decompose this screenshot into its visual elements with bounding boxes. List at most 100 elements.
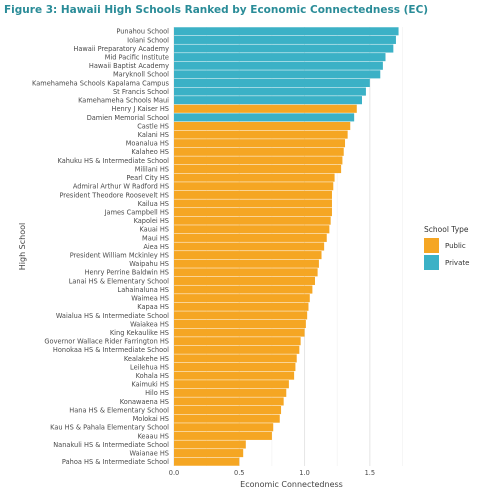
y-tick-label-28: Henry Perrine Baldwin HS bbox=[85, 269, 169, 277]
bar-4 bbox=[174, 61, 383, 70]
y-tick-label-13: Moanalua HS bbox=[126, 140, 169, 148]
y-tick-label-0: Punahou School bbox=[116, 28, 169, 36]
y-tick-label-43: Konawaena HS bbox=[120, 398, 169, 406]
bar-10 bbox=[174, 113, 355, 122]
x-tick-label-0: 0.0 bbox=[169, 469, 180, 477]
bar-40 bbox=[174, 371, 295, 380]
bar-48 bbox=[174, 440, 246, 449]
bar-8 bbox=[174, 96, 362, 105]
bar-33 bbox=[174, 311, 308, 320]
y-tick-label-16: Mililani HS bbox=[135, 165, 169, 173]
bar-11 bbox=[174, 121, 351, 131]
bar-43 bbox=[174, 397, 284, 406]
bar-49 bbox=[174, 449, 244, 458]
bar-44 bbox=[174, 406, 282, 415]
y-tick-label-44: Hana HS & Elementary School bbox=[69, 406, 169, 414]
y-tick-label-35: King Kekaulike HS bbox=[110, 329, 169, 337]
y-tick-label-49: Waianae HS bbox=[129, 449, 169, 457]
y-tick-label-12: Kalani HS bbox=[138, 131, 169, 139]
bar-17 bbox=[174, 173, 335, 182]
y-tick-label-9: Henry J Kaiser HS bbox=[112, 105, 169, 113]
y-tick-label-4: Hawaii Baptist Academy bbox=[89, 62, 169, 70]
bar-3 bbox=[174, 53, 386, 62]
y-tick-label-31: Waimea HS bbox=[131, 295, 169, 303]
chart-title: Figure 3: Hawaii High Schools Ranked by … bbox=[4, 4, 429, 16]
y-tick-label-33: Waialua HS & Intermediate School bbox=[56, 312, 169, 320]
y-tick-label-39: Leilehua HS bbox=[130, 363, 169, 371]
y-tick-label-50: Pahoa HS & Intermediate School bbox=[62, 458, 169, 466]
y-tick-label-11: Castle HS bbox=[137, 122, 169, 130]
legend-title: School Type bbox=[424, 225, 469, 234]
y-tick-label-41: Kaimuki HS bbox=[131, 381, 169, 389]
bar-6 bbox=[174, 78, 370, 87]
legend: School Type Public Private bbox=[424, 225, 469, 270]
y-tick-label-25: Aiea HS bbox=[143, 243, 169, 251]
y-tick-label-38: Kealakehe HS bbox=[124, 355, 169, 363]
bar-32 bbox=[174, 302, 309, 311]
bar-22 bbox=[174, 216, 331, 225]
y-tick-label-27: Waipahu HS bbox=[129, 260, 169, 268]
legend-swatch-public bbox=[424, 238, 439, 253]
y-tick-label-18: Admiral Arthur W Radford HS bbox=[73, 183, 169, 191]
legend-label-public: Public bbox=[445, 242, 466, 250]
bar-24 bbox=[174, 233, 327, 242]
x-axis-title: Economic Connectedness bbox=[240, 480, 343, 489]
bar-25 bbox=[174, 242, 325, 251]
bar-42 bbox=[174, 388, 287, 397]
y-tick-label-30: Lahainaluna HS bbox=[118, 286, 169, 294]
bar-2 bbox=[174, 44, 394, 53]
bar-15 bbox=[174, 156, 343, 165]
bar-36 bbox=[174, 337, 301, 346]
y-tick-label-29: Lanai HS & Elementary School bbox=[69, 277, 169, 285]
bar-50 bbox=[174, 457, 240, 466]
y-tick-label-46: Kau HS & Pahala Elementary School bbox=[50, 424, 169, 432]
bar-7 bbox=[174, 87, 366, 96]
bar-27 bbox=[174, 259, 319, 268]
bar-21 bbox=[174, 208, 332, 217]
bar-35 bbox=[174, 328, 305, 337]
bar-12 bbox=[174, 130, 348, 139]
bar-34 bbox=[174, 319, 306, 329]
y-tick-label-37: Honokaa HS & Intermediate School bbox=[53, 346, 169, 354]
bar-39 bbox=[174, 362, 296, 372]
bar-38 bbox=[174, 354, 297, 363]
y-tick-label-36: Governor Wallace Rider Farrington HS bbox=[44, 338, 169, 346]
bar-31 bbox=[174, 294, 310, 303]
bar-30 bbox=[174, 285, 313, 294]
bar-37 bbox=[174, 345, 300, 354]
y-tick-label-24: Maui HS bbox=[142, 234, 169, 242]
y-tick-label-14: Kalaheo HS bbox=[131, 148, 169, 156]
x-tick-label-1: 0.5 bbox=[234, 469, 245, 477]
y-tick-label-20: Kailua HS bbox=[138, 200, 169, 208]
bar-26 bbox=[174, 251, 322, 260]
y-tick-label-34: Waiakea HS bbox=[130, 320, 169, 328]
bar-47 bbox=[174, 431, 272, 440]
bar-28 bbox=[174, 268, 318, 277]
y-tick-label-32: Kapaa HS bbox=[137, 303, 169, 311]
bar-16 bbox=[174, 164, 342, 174]
y-tick-label-2: Hawaii Preparatory Academy bbox=[73, 45, 169, 53]
y-tick-label-6: Kamehameha Schools Kapalama Campus bbox=[32, 79, 170, 87]
bar-0 bbox=[174, 27, 399, 36]
y-tick-label-17: Pearl City HS bbox=[126, 174, 169, 182]
y-tick-label-3: Mid Pacific Institute bbox=[105, 54, 169, 62]
y-tick-label-7: St Francis School bbox=[113, 88, 169, 96]
y-tick-label-26: President William Mckinley HS bbox=[70, 252, 169, 260]
y-tick-label-19: President Theodore Roosevelt HS bbox=[59, 191, 169, 199]
y-tick-label-8: Kamehameha Schools Maui bbox=[78, 97, 169, 105]
bar-29 bbox=[174, 276, 315, 285]
bar-23 bbox=[174, 225, 330, 234]
x-tick-label-3: 1.5 bbox=[365, 469, 376, 477]
bar-19 bbox=[174, 190, 332, 199]
y-tick-label-40: Kohala HS bbox=[136, 372, 169, 380]
y-tick-label-10: Damien Memorial School bbox=[87, 114, 169, 122]
y-tick-label-5: Maryknoll School bbox=[113, 71, 169, 79]
bar-9 bbox=[174, 104, 357, 113]
y-tick-label-42: Hilo HS bbox=[145, 389, 169, 397]
bar-41 bbox=[174, 380, 289, 389]
bar-18 bbox=[174, 182, 334, 191]
y-tick-label-21: James Campbell HS bbox=[104, 208, 169, 216]
y-tick-label-22: Kapolei HS bbox=[134, 217, 169, 225]
